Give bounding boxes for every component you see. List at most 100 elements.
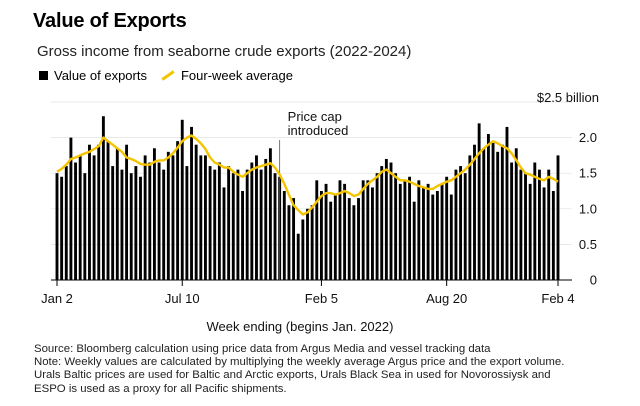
bar	[347, 198, 351, 280]
x-tick-label: Jan 2	[41, 291, 73, 306]
bar	[148, 162, 152, 280]
bar	[55, 173, 59, 280]
y-axis-unit-label: $2.5 billion	[537, 90, 599, 105]
bar	[143, 155, 147, 280]
bar	[268, 148, 272, 280]
bar	[398, 183, 402, 280]
legend-bar-swatch	[39, 71, 48, 80]
bar	[361, 180, 365, 280]
bar	[250, 162, 254, 280]
bar	[417, 180, 421, 280]
bar	[227, 166, 231, 280]
bar	[333, 194, 337, 280]
exports-chart: 0 0.5 1.0 1.5 2.0 Jan 2 Jul 10 Feb 5 Aug 20 Feb …	[41, 90, 599, 334]
bar	[338, 180, 342, 280]
bar	[449, 194, 453, 280]
bar	[403, 180, 407, 280]
bar	[208, 166, 212, 280]
bar	[533, 162, 537, 280]
bar	[199, 155, 203, 280]
bar	[538, 169, 541, 280]
y-tick-label: 1.0	[579, 201, 597, 216]
x-tick-label: Feb 4	[541, 291, 574, 306]
bars	[55, 116, 560, 281]
bar	[435, 191, 439, 280]
bar	[92, 155, 96, 280]
bar	[468, 155, 472, 280]
bar	[273, 173, 277, 280]
y-tick-label: 2.0	[579, 130, 597, 145]
bar	[236, 169, 240, 280]
bar	[343, 183, 347, 280]
bar	[231, 173, 235, 280]
bar	[380, 166, 384, 280]
y-tick-label: 0	[590, 273, 597, 288]
bar	[204, 155, 207, 280]
bar	[440, 183, 444, 280]
x-tick-label: Feb 5	[305, 291, 338, 306]
bar	[88, 144, 91, 280]
bar	[445, 176, 449, 280]
chart-notes: Source: Bloomberg calculation using pric…	[34, 343, 634, 396]
bar	[371, 187, 374, 280]
x-tick-label: Aug 20	[426, 291, 467, 306]
four-week-average-line	[56, 134, 559, 216]
bar	[408, 176, 411, 280]
bar	[329, 201, 333, 280]
bar	[64, 166, 68, 280]
bar	[491, 141, 495, 280]
bar	[528, 183, 532, 280]
bar	[510, 162, 514, 280]
bar	[422, 187, 425, 280]
bar	[426, 183, 430, 280]
bar	[97, 144, 101, 280]
bar	[180, 119, 184, 280]
bar	[162, 169, 166, 280]
chart-title: Value of Exports	[33, 10, 187, 32]
bar	[310, 205, 314, 280]
bar	[69, 137, 73, 280]
note-line-2: Urals Baltic prices are used for Baltic …	[34, 369, 551, 382]
bar	[375, 173, 379, 280]
bar	[282, 191, 286, 280]
bar	[255, 155, 258, 280]
bar	[459, 166, 463, 280]
chart-subtitle: Gross income from seaborne crude exports…	[37, 43, 412, 60]
bar	[166, 151, 170, 280]
bar	[366, 180, 370, 280]
chart-legend: Value of exports Four-week average	[39, 68, 293, 83]
bar	[524, 173, 527, 280]
x-tick-label: Jul 10	[165, 291, 200, 306]
x-axis-label: Week ending (begins Jan. 2022)	[207, 319, 394, 334]
bar	[500, 144, 504, 280]
bar	[111, 166, 115, 280]
legend-line-label: Four-week average	[180, 68, 293, 83]
bar	[319, 191, 323, 280]
annotation-line-2: introduced	[288, 123, 349, 138]
bar	[431, 194, 435, 280]
bar	[477, 123, 481, 280]
bar	[287, 205, 291, 280]
bar	[190, 126, 193, 280]
bar	[306, 208, 309, 280]
bar	[139, 176, 142, 280]
bar	[259, 169, 263, 280]
bar	[74, 162, 77, 280]
bar	[106, 141, 110, 280]
bar	[486, 134, 490, 280]
bar	[194, 144, 198, 280]
bar	[315, 180, 319, 280]
bar	[129, 173, 133, 280]
y-tick-label: 1.5	[579, 166, 597, 181]
bar	[463, 173, 467, 280]
bar	[519, 169, 523, 280]
bar	[152, 148, 156, 280]
bar	[115, 148, 119, 280]
bar	[542, 187, 546, 280]
bar	[78, 155, 82, 280]
x-axis-ticks: Jan 2 Jul 10 Feb 5 Aug 20 Feb 4	[41, 280, 575, 306]
bar	[324, 183, 328, 280]
bar	[473, 144, 476, 280]
bar	[412, 201, 416, 280]
bar	[157, 162, 161, 280]
